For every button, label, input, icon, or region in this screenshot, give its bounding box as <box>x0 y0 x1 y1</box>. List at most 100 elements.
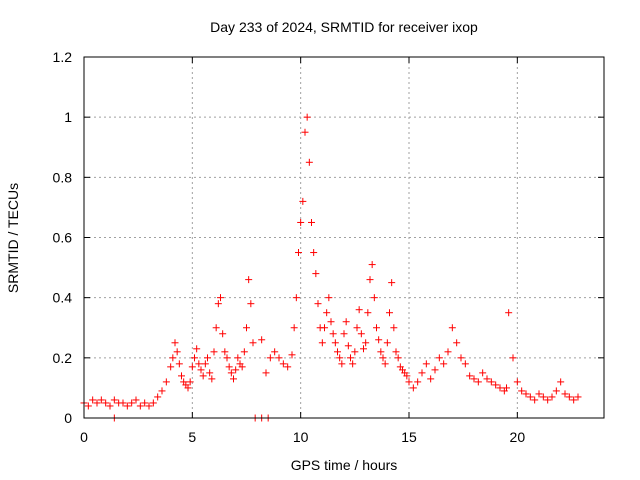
x-axis-label: GPS time / hours <box>291 457 398 473</box>
data-point <box>544 396 552 404</box>
data-point <box>123 402 131 410</box>
data-point <box>388 279 396 287</box>
grid <box>84 57 604 418</box>
data-point <box>221 348 229 356</box>
data-point <box>364 309 372 317</box>
data-point <box>310 249 318 257</box>
data-point <box>305 158 313 166</box>
data-point <box>461 360 469 368</box>
data-point <box>84 402 92 410</box>
data-point <box>327 318 335 326</box>
data-point <box>340 330 348 338</box>
data-point <box>284 363 292 371</box>
data-point <box>230 375 237 383</box>
data-point <box>368 261 376 269</box>
data-point <box>448 324 456 332</box>
data-point <box>522 390 530 398</box>
data-point <box>338 360 346 368</box>
data-point <box>288 351 296 359</box>
data-point <box>110 396 118 404</box>
data-point <box>483 375 491 383</box>
data-point <box>394 354 402 362</box>
data-point <box>308 218 315 226</box>
data-point <box>119 399 127 407</box>
y-tick-label: 1.2 <box>53 49 73 65</box>
data-point <box>362 339 370 347</box>
data-point <box>173 348 181 356</box>
data-point <box>227 369 235 377</box>
data-point <box>243 324 250 332</box>
data-point <box>349 360 357 368</box>
y-tick-label: 0.6 <box>53 230 73 246</box>
x-tick-label: 5 <box>188 429 196 445</box>
data-point <box>301 128 309 136</box>
data-point <box>355 306 363 314</box>
data-point <box>503 384 510 392</box>
data-point <box>314 300 322 308</box>
data-point <box>312 270 320 278</box>
data-point <box>132 396 140 404</box>
data-point <box>219 330 227 338</box>
data-point <box>262 369 270 377</box>
chart-title: Day 233 of 2024, SRMTID for receiver ixo… <box>210 19 478 35</box>
data-point <box>440 360 448 368</box>
data-point <box>223 354 231 362</box>
data-point <box>557 378 565 386</box>
data-point <box>457 354 465 362</box>
data-point <box>390 324 398 332</box>
data-point <box>513 378 521 386</box>
data-point <box>496 384 504 392</box>
data-points <box>80 113 582 422</box>
data-point <box>204 354 211 362</box>
data-point <box>347 354 354 362</box>
data-point <box>479 369 487 377</box>
data-point <box>405 378 413 386</box>
data-point <box>375 336 383 344</box>
data-point <box>342 318 350 326</box>
y-axis-label: SRMTID / TECUs <box>5 183 21 293</box>
data-point <box>414 378 422 386</box>
data-point <box>245 276 253 284</box>
data-point <box>329 330 337 338</box>
data-point <box>531 396 539 404</box>
data-point <box>539 393 547 401</box>
y-tick-label: 0.8 <box>53 169 73 185</box>
data-point <box>206 369 214 377</box>
data-point <box>141 399 149 407</box>
data-point <box>474 378 482 386</box>
data-point <box>466 372 474 380</box>
data-point <box>232 366 240 374</box>
data-point <box>271 348 279 356</box>
data-point <box>470 375 478 383</box>
data-point <box>526 393 534 401</box>
data-point <box>383 339 391 347</box>
data-point <box>518 387 526 395</box>
data-point <box>195 360 203 368</box>
data-point <box>570 396 578 404</box>
data-point <box>331 339 339 347</box>
data-point <box>225 363 233 371</box>
data-point <box>102 399 110 407</box>
data-point <box>344 342 352 350</box>
data-point <box>418 369 426 377</box>
data-point <box>279 360 287 368</box>
data-point <box>149 399 157 407</box>
data-point <box>409 384 417 392</box>
data-point <box>422 360 430 368</box>
data-point <box>535 390 543 398</box>
data-point <box>234 354 242 362</box>
data-point <box>191 354 198 362</box>
y-tick-label: 1 <box>64 109 72 125</box>
x-tick-label: 10 <box>293 429 309 445</box>
data-point <box>167 363 175 371</box>
data-point <box>325 294 333 302</box>
data-point <box>379 354 387 362</box>
data-point <box>360 345 367 353</box>
data-point <box>290 324 298 332</box>
data-point <box>145 402 153 410</box>
ticks: 0 0.2 0.4 0.6 0.8 1 1.2 0 5 10 15 20 <box>53 49 604 445</box>
data-point <box>249 339 257 347</box>
data-point <box>89 396 97 404</box>
data-point <box>392 348 400 356</box>
data-point <box>199 372 207 380</box>
